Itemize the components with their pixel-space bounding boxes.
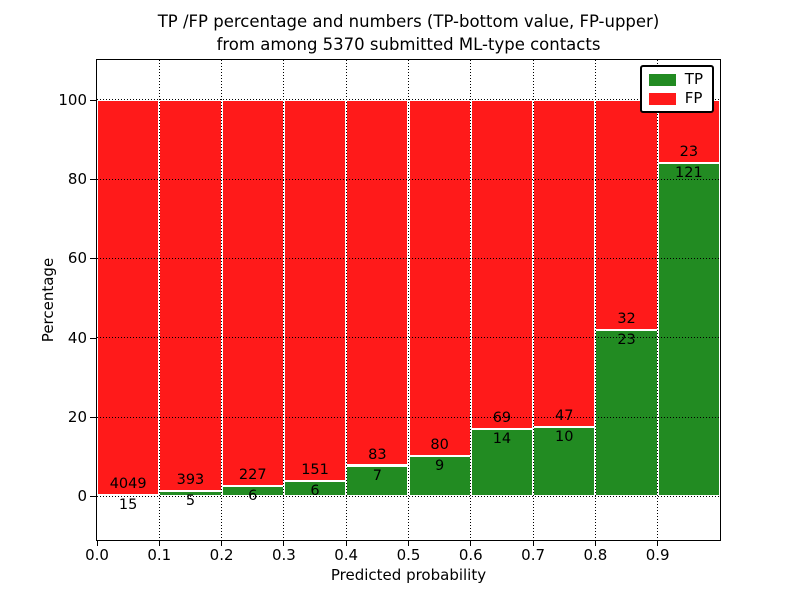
x-tick-label: 0.1 (147, 546, 172, 564)
tp-count-label: 121 (675, 165, 703, 182)
tp-count-label: 6 (310, 483, 320, 500)
v-gridline (158, 60, 160, 540)
x-tick (408, 541, 409, 546)
y-tick (90, 337, 96, 339)
tp-count-label: 23 (617, 332, 636, 349)
fp-bar-segment (97, 99, 160, 495)
fp-count-label: 83 (368, 446, 387, 463)
fp-count-label: 4049 (109, 475, 147, 492)
fp-count-label: 151 (301, 462, 329, 479)
fp-bar-segment (346, 99, 409, 466)
x-tick (594, 541, 596, 546)
fp-legend-swatch (648, 92, 676, 105)
tp-bar-segment (221, 486, 284, 497)
x-tick-label: 0.4 (334, 546, 359, 564)
y-tick (90, 258, 96, 260)
y-tick-label: 0 (77, 487, 87, 506)
legend-item-fp: FP (648, 89, 703, 108)
tp-count-label: 6 (248, 488, 258, 505)
x-tick (158, 541, 160, 546)
fp-count-label: 47 (555, 407, 574, 424)
x-tick-label: 0.9 (645, 546, 670, 564)
tp-legend-label: TP (684, 70, 703, 88)
fp-bar-segment (533, 99, 596, 427)
fp-count-label: 80 (430, 437, 449, 454)
x-tick-label: 0.2 (209, 546, 234, 564)
tp-count-label: 9 (435, 458, 445, 475)
tp-bar-segment (346, 465, 409, 497)
v-gridline (408, 60, 409, 540)
fp-legend-label: FP (684, 89, 703, 107)
fp-bar-segment (221, 99, 284, 487)
tp-count-label: 7 (372, 467, 382, 484)
x-tick (657, 541, 659, 546)
x-tick (470, 541, 472, 546)
y-tick-label: 40 (67, 328, 87, 347)
tp-count-label: 14 (492, 431, 512, 448)
tp-bar-segment (408, 456, 471, 497)
tp-bar-segment (595, 330, 658, 497)
chart-title-line1: TP /FP percentage and numbers (TP-bottom… (157, 12, 660, 31)
fp-bar-segment (408, 99, 471, 457)
x-tick (345, 541, 347, 546)
v-gridline (532, 60, 534, 540)
fp-count-label: 23 (679, 144, 699, 161)
v-gridline (594, 60, 596, 540)
fp-bar-segment (283, 99, 347, 482)
x-tick-label: 0.8 (583, 546, 608, 564)
x-tick (283, 541, 285, 546)
fp-bar-segment (595, 99, 658, 331)
x-tick (532, 541, 534, 546)
x-tick (96, 541, 98, 546)
fp-count-label: 393 (176, 472, 205, 489)
tp-bar-segment (159, 491, 222, 497)
x-tick-label: 0.7 (521, 546, 546, 564)
y-tick-label: 80 (67, 170, 87, 188)
v-gridline (657, 60, 659, 540)
y-tick-label: 20 (67, 408, 87, 427)
y-tick-label: 60 (67, 249, 87, 268)
y-tick (90, 99, 96, 101)
x-tick (221, 541, 223, 546)
fp-count-label: 32 (617, 311, 636, 328)
x-tick-label: 0.5 (396, 546, 421, 564)
chart-title: TP /FP percentage and numbers (TP-bottom… (96, 10, 721, 56)
y-tick (90, 179, 96, 180)
fp-count-label: 69 (492, 410, 512, 427)
fp-count-label: 227 (238, 467, 267, 484)
plot-area: TP FP 4049 15 393 5 227 6 151 6 83 7 80 9 69 14 47 10 32… (96, 59, 721, 541)
v-gridline (470, 60, 472, 540)
x-tick-label: 0.6 (458, 546, 483, 564)
chart-title-line2: from among 5370 submitted ML-type contac… (216, 35, 601, 54)
fp-bar-segment (159, 99, 222, 492)
x-tick-label: 0.3 (271, 546, 296, 564)
y-tick (90, 496, 96, 498)
x-tick-label: 0.0 (85, 546, 109, 564)
x-axis-label: Predicted probability (330, 566, 487, 584)
v-gridline (345, 60, 347, 540)
legend-item-tp: TP (648, 70, 703, 89)
tp-legend-swatch (648, 73, 676, 86)
tp-count-label: 10 (555, 428, 574, 445)
y-tick (90, 417, 96, 419)
v-gridline (283, 60, 285, 540)
tp-count-label: 15 (118, 496, 138, 513)
v-gridline (221, 60, 223, 540)
tp-bar-segment (657, 163, 720, 497)
tp-count-label: 5 (185, 493, 196, 510)
legend: TP FP (639, 65, 714, 113)
y-tick-label: 100 (58, 90, 87, 109)
tp-bar-segment (470, 429, 534, 497)
fp-bar-segment (470, 99, 534, 430)
tp-bar-segment (283, 481, 347, 497)
